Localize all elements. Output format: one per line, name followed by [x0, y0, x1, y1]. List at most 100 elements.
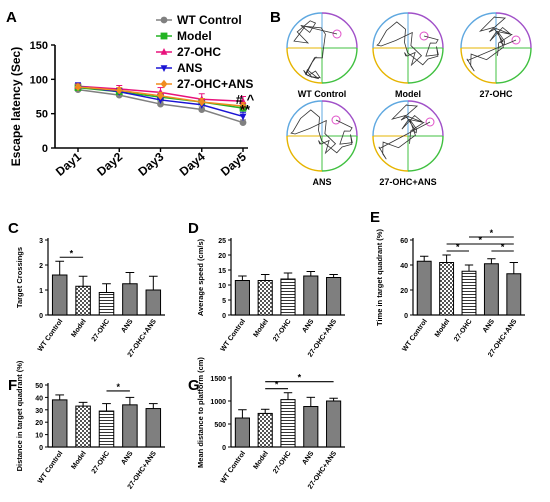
bar-model: [75, 285, 91, 316]
y-tick-label: 1: [39, 288, 43, 295]
trace-label-wt-control: WT Control: [298, 89, 347, 99]
x-tick-label-model: Model: [252, 450, 269, 471]
bar-27-ohc: [280, 399, 296, 448]
pool-rim: [321, 12, 358, 49]
bar-wt-control: [51, 399, 68, 448]
pool-rim: [372, 100, 409, 137]
bar-model: [257, 412, 273, 448]
bar-ans: [483, 263, 499, 316]
mean-distance-to-platform-bar-chart: 0 500 1000 1500 Mean distance to platform (c…: [196, 357, 345, 491]
legend-label-wt-control: WT Control: [177, 13, 242, 27]
legend-label-ans: ANS: [177, 61, 202, 75]
distance-in-target-quadrant-bar-chart: 0 10 20 30 40 50 Distance in target quadrant (…: [15, 360, 165, 491]
y-tick-label: 20: [400, 288, 408, 295]
bar-27-ohc: [98, 410, 115, 448]
x-tick-label-ans: ANS: [301, 318, 315, 334]
x-tick-label-wt-control: WT Control: [401, 318, 428, 353]
x-tick-label-day4: Day4: [177, 149, 208, 178]
y-tick-label: 1500: [210, 376, 226, 383]
pool-rim: [407, 47, 444, 84]
y-tick-label: 150: [30, 40, 48, 52]
significance-star: *: [275, 380, 279, 390]
pool-rim: [372, 47, 409, 84]
pool-rim: [495, 12, 532, 49]
platform-marker: [331, 115, 341, 125]
bar-27-ohc-ans: [326, 400, 342, 448]
x-tick-label-day2: Day2: [94, 149, 125, 178]
bar-ans: [303, 275, 319, 316]
y-tick-label: 60: [400, 238, 408, 245]
pool-rim: [372, 12, 409, 49]
pool-rim: [372, 135, 409, 172]
x-tick-label-ans: ANS: [301, 450, 315, 466]
x-tick-label-day3: Day3: [135, 149, 166, 178]
y-tick-label: 50: [35, 383, 43, 390]
legend-marker-27-ohc: [160, 48, 168, 55]
significance-star: *: [456, 242, 460, 252]
y-tick-label: 2: [39, 263, 43, 270]
platform-marker: [332, 29, 342, 39]
swim-path: [293, 20, 338, 80]
legend-label-27-ohc: 27-OHC: [177, 45, 221, 59]
legend-marker-ans: [160, 65, 168, 72]
bar-27-ohc-ans: [506, 273, 522, 316]
panel-letter-d: D: [188, 220, 199, 237]
x-tick-label-wt-control: WT Control: [37, 450, 64, 485]
trace-label-ans: ANS: [312, 177, 331, 187]
panel-letter-c: C: [8, 220, 19, 237]
bar-model: [439, 262, 455, 316]
pool-rim: [407, 135, 444, 172]
bar-wt-control: [416, 260, 432, 316]
escape-latency-line-chart: 0 50 100 150 Day1 Day2 Day3 Day4 Day5 Escape late…: [9, 40, 255, 179]
y-axis-title: Distance in target quadrant (%): [15, 360, 24, 471]
bar-ans: [122, 283, 138, 316]
x-tick-label-27-ohc: 27-OHC: [91, 450, 111, 475]
y-tick-label: 50: [36, 109, 48, 121]
data-point-27-ohc-ans: [115, 86, 123, 95]
x-tick-label-model: Model: [70, 318, 87, 339]
panel-letter-b: B: [270, 9, 281, 26]
significance-star: *: [501, 242, 505, 252]
x-tick-label-day1: Day1: [53, 149, 84, 178]
y-tick-label: 100: [30, 74, 48, 86]
x-tick-label-27-ohc: 27-OHC: [453, 318, 473, 343]
significance-star: *: [70, 248, 74, 258]
bar-27-ohc-ans: [145, 289, 162, 316]
data-point-27-ohc-ans: [157, 91, 164, 101]
data-point-wt-control: [198, 106, 206, 113]
pool-rim: [495, 47, 532, 84]
legend-marker-27-ohc-ans: [160, 79, 168, 89]
y-tick-label: 40: [400, 263, 408, 270]
y-tick-label: 20: [35, 420, 43, 427]
x-tick-label-ans: ANS: [120, 318, 134, 334]
significance-annotation: # ^: [236, 92, 255, 107]
bar-ans: [122, 404, 138, 448]
bar-27-ohc: [98, 292, 115, 316]
significance-star: *: [490, 228, 494, 238]
y-tick-label: 10: [218, 283, 226, 290]
data-point-27-ohc-ans: [198, 97, 206, 107]
average-speed-bar-chart: 0 5 10 15 20 25 Average speed (cm/s) WT Control…: [196, 238, 345, 359]
significance-star: *: [116, 382, 120, 392]
y-tick-label: 15: [218, 268, 226, 275]
x-tick-label-wt-control: WT Control: [37, 318, 64, 353]
y-tick-label: 0: [222, 313, 226, 320]
bar-27-ohc: [461, 270, 477, 316]
swim-path-traces: WT Control Model 27-OHC ANS 27-OHC+ANS: [286, 12, 532, 187]
maze-trace-27-ohc: 27-OHC: [460, 12, 532, 99]
bar-ans: [303, 406, 319, 448]
platform-marker: [419, 31, 429, 41]
y-tick-label: 40: [35, 395, 43, 402]
bar-model: [257, 280, 273, 316]
legend-marker-model: [160, 32, 168, 40]
y-tick-label: 0: [39, 445, 43, 452]
y-tick-label: 0: [404, 313, 408, 320]
x-tick-label-ans: ANS: [482, 318, 496, 334]
pool-rim: [321, 135, 358, 172]
y-tick-label: 1000: [210, 399, 226, 406]
significance-star: *: [298, 373, 302, 383]
y-tick-label: 10: [35, 433, 43, 440]
maze-trace-27-ohc-ans: 27-OHC+ANS: [372, 100, 444, 187]
bar-wt-control: [51, 274, 68, 316]
